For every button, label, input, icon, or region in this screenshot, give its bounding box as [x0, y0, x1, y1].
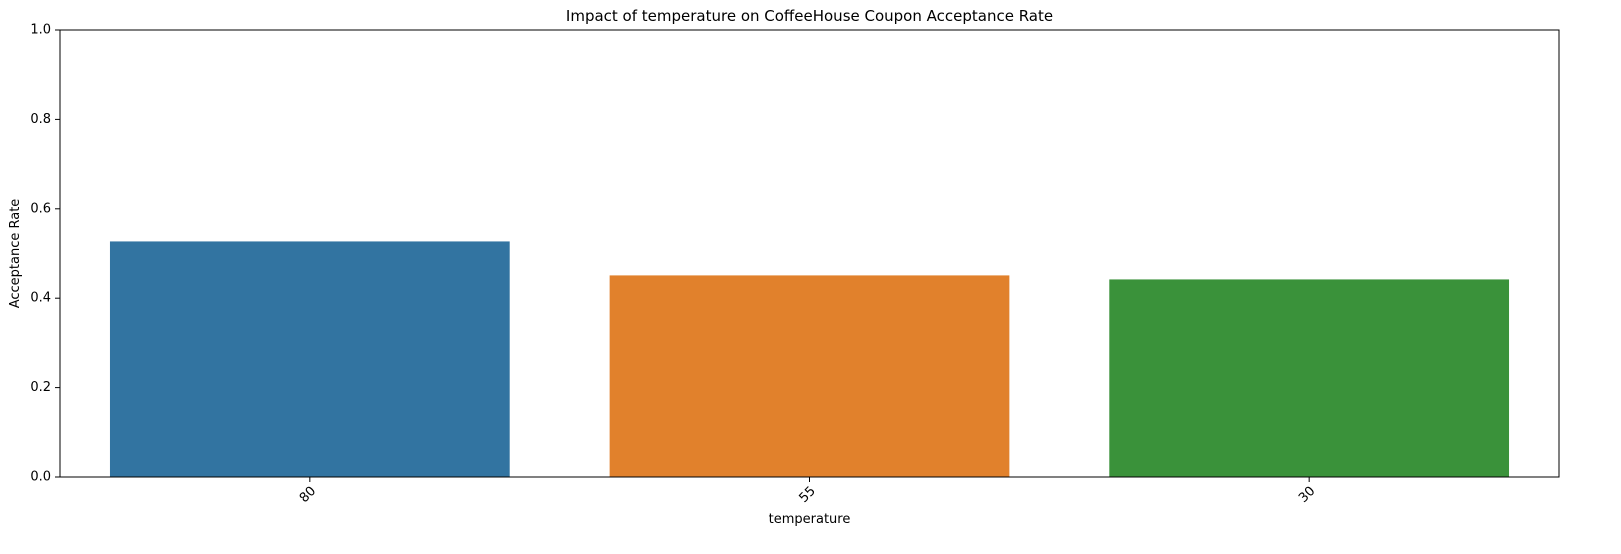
y-axis-label: Acceptance Rate: [8, 199, 23, 309]
y-tick-label: 0.6: [30, 201, 51, 216]
y-tick-label: 0.2: [30, 380, 51, 395]
y-tick-label: 0.8: [30, 112, 51, 127]
bars-group: [109, 241, 1510, 477]
x-tick-label: 80: [297, 484, 319, 506]
y-ticks-group: 0.0 0.2 0.4 0.6 0.8 1.0: [30, 23, 60, 485]
bar-55: [609, 275, 1010, 477]
y-tick-label: 1.0: [30, 23, 51, 38]
x-tick-label: 30: [1296, 484, 1318, 506]
x-axis-label: temperature: [769, 512, 851, 527]
x-tick-label: 55: [796, 484, 818, 506]
x-ticks-group: 80 55 30: [297, 477, 1318, 506]
chart-title: Impact of temperature on CoffeeHouse Cou…: [566, 7, 1053, 25]
bar-80: [109, 241, 510, 477]
y-tick-label: 0.4: [30, 291, 51, 306]
bar-30: [1109, 279, 1510, 477]
y-tick-label: 0.0: [30, 470, 51, 485]
